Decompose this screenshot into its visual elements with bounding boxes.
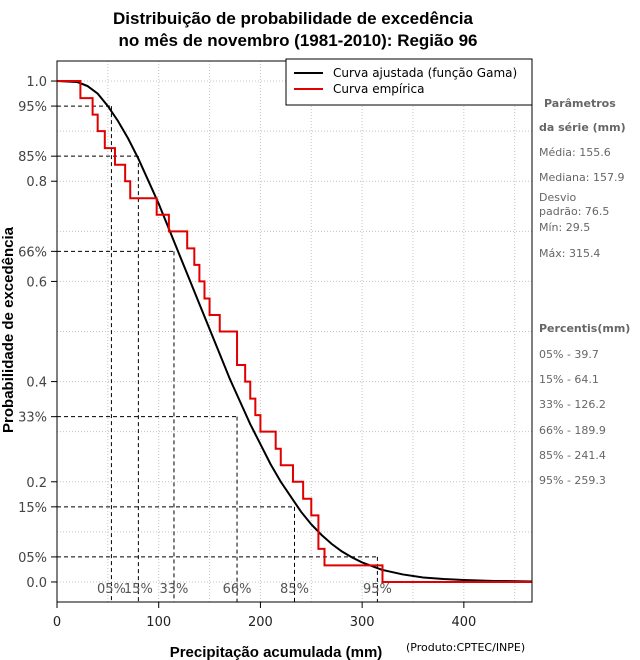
param-desvio-1: Desvio [539, 191, 577, 204]
x-tick-label: 0 [53, 615, 61, 630]
x-axis-label: Precipitação acumulada (mm) [170, 644, 383, 660]
series-line-empirical [57, 80, 532, 583]
y-tick-label: 05% [18, 551, 47, 566]
params-heading-2: da série (mm) [539, 121, 626, 134]
x-tick-label: 300 [350, 615, 375, 630]
percentile-label: 95% [363, 582, 392, 597]
percentile-label: 66% [223, 582, 252, 597]
y-tick-label: 85% [18, 150, 47, 165]
percentil-33: 33% - 126.2 [539, 398, 606, 411]
x-tick-label: 400 [451, 615, 476, 630]
chart-title-line1: Distribuição de probabilidade de excedên… [113, 9, 473, 28]
y-tick-label: 0.0 [26, 576, 47, 591]
legend-label-empirical: Curva empírica [333, 82, 424, 96]
y-tick-label: 0.8 [26, 175, 47, 190]
chart-title-line2: no mês de novembro (1981-2010): Região 9… [118, 31, 477, 50]
credit-label: (Produto:CPTEC/INPE) [406, 641, 525, 654]
y-tick-label: 1.0 [26, 75, 47, 90]
y-tick-label: 15% [18, 501, 47, 516]
x-tick-label: 200 [248, 615, 273, 630]
param-mediana: Mediana: 157.9 [539, 171, 624, 184]
y-tick-label: 33% [18, 411, 47, 426]
legend: Curva ajustada (função Gama) Curva empír… [285, 58, 533, 106]
y-tick-label: 66% [18, 245, 47, 260]
percentil-85: 85% - 241.4 [539, 449, 606, 462]
series [56, 80, 533, 583]
y-axis: 1.0 95% 85% 0.8 66% 0.6 0.4 33% 0.2 15% 05% 0.0 [18, 75, 57, 591]
percentile-guides [57, 105, 378, 602]
legend-label-gamma: Curva ajustada (função Gama) [333, 66, 517, 80]
percentile-label: 85% [280, 582, 309, 597]
y-tick-label: 0.4 [26, 376, 47, 391]
param-min: Mín: 29.5 [539, 221, 590, 234]
percentis-heading: Percentis(mm) [539, 322, 630, 335]
percentile-label: 05% [97, 582, 126, 597]
percentil-95: 95% - 259.3 [539, 474, 606, 487]
percentil-15: 15% - 64.1 [539, 373, 599, 386]
params-heading-1: Parâmetros [544, 97, 616, 110]
percentil-66: 66% - 189.9 [539, 424, 606, 437]
y-tick-label: 0.2 [26, 476, 47, 491]
percentil-05: 05% - 39.7 [539, 348, 599, 361]
y-axis-label: Probabilidade de excedência [0, 226, 17, 433]
param-media: Média: 155.6 [539, 146, 611, 159]
y-tick-label: 95% [18, 100, 47, 115]
param-desvio-2: padrão: 76.5 [539, 205, 609, 218]
legend-box [285, 58, 533, 106]
percentile-labels: 05%15% 33% 66% 85% 95% [97, 582, 392, 597]
side-panel: Parâmetros da série (mm) Média: 155.6 Me… [539, 97, 630, 487]
percentile-label: 15% [124, 582, 153, 597]
param-max: Máx: 315.4 [539, 247, 600, 260]
x-axis: 0 100 200 300 400 [53, 602, 476, 630]
y-tick-label: 0.6 [26, 275, 47, 290]
x-tick-label: 100 [146, 615, 171, 630]
percentile-label: 33% [160, 582, 189, 597]
